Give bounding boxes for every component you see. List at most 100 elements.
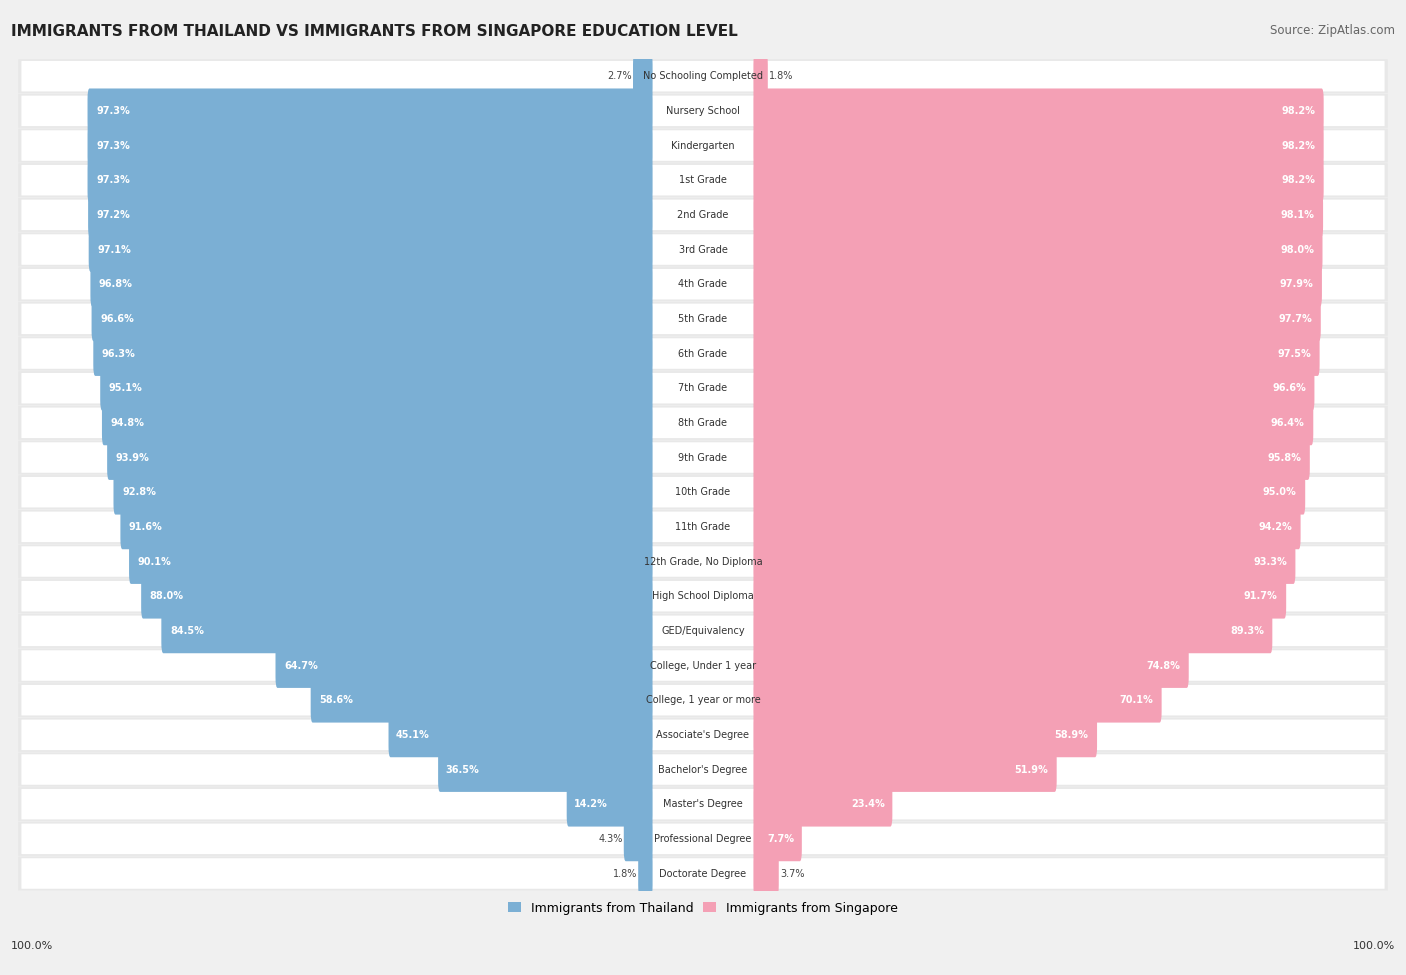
FancyBboxPatch shape	[21, 443, 1385, 473]
Text: 93.9%: 93.9%	[115, 452, 149, 462]
Text: No Schooling Completed: No Schooling Completed	[643, 71, 763, 81]
FancyBboxPatch shape	[121, 504, 652, 549]
FancyBboxPatch shape	[311, 678, 652, 722]
FancyBboxPatch shape	[754, 504, 1301, 549]
Text: 70.1%: 70.1%	[1119, 695, 1153, 705]
Text: High School Diploma: High School Diploma	[652, 591, 754, 602]
Text: 98.2%: 98.2%	[1281, 106, 1315, 116]
Text: 10th Grade: 10th Grade	[675, 488, 731, 497]
FancyBboxPatch shape	[21, 269, 1385, 299]
FancyBboxPatch shape	[754, 539, 1295, 584]
FancyBboxPatch shape	[18, 475, 1388, 509]
Text: 98.0%: 98.0%	[1279, 245, 1315, 254]
Text: 90.1%: 90.1%	[138, 557, 172, 566]
Text: 7.7%: 7.7%	[768, 834, 794, 843]
Text: 58.6%: 58.6%	[319, 695, 353, 705]
FancyBboxPatch shape	[18, 822, 1388, 856]
Text: 5th Grade: 5th Grade	[679, 314, 727, 324]
Text: 12th Grade, No Diploma: 12th Grade, No Diploma	[644, 557, 762, 566]
Text: Doctorate Degree: Doctorate Degree	[659, 869, 747, 878]
FancyBboxPatch shape	[754, 262, 1322, 306]
FancyBboxPatch shape	[754, 296, 1320, 341]
FancyBboxPatch shape	[754, 608, 1272, 653]
FancyBboxPatch shape	[21, 755, 1385, 785]
Text: 100.0%: 100.0%	[11, 941, 53, 951]
FancyBboxPatch shape	[103, 401, 652, 446]
FancyBboxPatch shape	[18, 648, 1388, 682]
Text: 97.7%: 97.7%	[1278, 314, 1312, 324]
FancyBboxPatch shape	[18, 59, 1388, 94]
FancyBboxPatch shape	[276, 644, 652, 688]
FancyBboxPatch shape	[21, 408, 1385, 438]
FancyBboxPatch shape	[21, 477, 1385, 507]
FancyBboxPatch shape	[18, 510, 1388, 544]
FancyBboxPatch shape	[18, 163, 1388, 197]
Text: 58.9%: 58.9%	[1054, 730, 1088, 740]
Text: Associate's Degree: Associate's Degree	[657, 730, 749, 740]
Text: 97.9%: 97.9%	[1279, 279, 1313, 290]
FancyBboxPatch shape	[439, 747, 652, 792]
FancyBboxPatch shape	[21, 512, 1385, 542]
FancyBboxPatch shape	[141, 574, 652, 618]
Text: 84.5%: 84.5%	[170, 626, 204, 636]
Text: 98.1%: 98.1%	[1281, 210, 1315, 220]
Text: 91.7%: 91.7%	[1244, 591, 1278, 602]
Text: 97.3%: 97.3%	[96, 176, 129, 185]
FancyBboxPatch shape	[754, 54, 768, 98]
Text: 8th Grade: 8th Grade	[679, 418, 727, 428]
Text: 2nd Grade: 2nd Grade	[678, 210, 728, 220]
FancyBboxPatch shape	[754, 332, 1320, 376]
FancyBboxPatch shape	[18, 267, 1388, 301]
Text: College, Under 1 year: College, Under 1 year	[650, 660, 756, 671]
Text: Professional Degree: Professional Degree	[654, 834, 752, 843]
Text: 95.0%: 95.0%	[1263, 488, 1296, 497]
FancyBboxPatch shape	[21, 61, 1385, 92]
Text: 97.5%: 97.5%	[1277, 348, 1310, 359]
Text: 98.2%: 98.2%	[1281, 176, 1315, 185]
FancyBboxPatch shape	[18, 683, 1388, 718]
Text: 45.1%: 45.1%	[395, 730, 429, 740]
FancyBboxPatch shape	[754, 89, 1323, 134]
FancyBboxPatch shape	[21, 720, 1385, 750]
FancyBboxPatch shape	[754, 470, 1305, 515]
Text: 96.8%: 96.8%	[98, 279, 132, 290]
FancyBboxPatch shape	[18, 198, 1388, 232]
FancyBboxPatch shape	[18, 371, 1388, 406]
FancyBboxPatch shape	[754, 158, 1323, 203]
Text: 3rd Grade: 3rd Grade	[679, 245, 727, 254]
FancyBboxPatch shape	[87, 123, 652, 168]
FancyBboxPatch shape	[18, 787, 1388, 821]
Text: 89.3%: 89.3%	[1230, 626, 1264, 636]
FancyBboxPatch shape	[21, 615, 1385, 646]
FancyBboxPatch shape	[754, 747, 1057, 792]
FancyBboxPatch shape	[18, 336, 1388, 370]
FancyBboxPatch shape	[21, 338, 1385, 369]
Text: 96.6%: 96.6%	[100, 314, 134, 324]
Text: 98.2%: 98.2%	[1281, 140, 1315, 150]
Text: 23.4%: 23.4%	[852, 800, 886, 809]
Text: 95.1%: 95.1%	[108, 383, 142, 393]
Text: 88.0%: 88.0%	[149, 591, 184, 602]
FancyBboxPatch shape	[18, 544, 1388, 578]
FancyBboxPatch shape	[754, 435, 1310, 480]
FancyBboxPatch shape	[21, 96, 1385, 126]
FancyBboxPatch shape	[754, 816, 801, 861]
FancyBboxPatch shape	[754, 227, 1323, 272]
FancyBboxPatch shape	[633, 54, 652, 98]
Text: Kindergarten: Kindergarten	[671, 140, 735, 150]
Text: 94.8%: 94.8%	[111, 418, 145, 428]
FancyBboxPatch shape	[87, 158, 652, 203]
FancyBboxPatch shape	[21, 824, 1385, 854]
FancyBboxPatch shape	[18, 579, 1388, 613]
Text: 6th Grade: 6th Grade	[679, 348, 727, 359]
FancyBboxPatch shape	[114, 470, 652, 515]
FancyBboxPatch shape	[162, 608, 652, 653]
Text: 11th Grade: 11th Grade	[675, 522, 731, 531]
FancyBboxPatch shape	[754, 123, 1323, 168]
FancyBboxPatch shape	[21, 131, 1385, 161]
Legend: Immigrants from Thailand, Immigrants from Singapore: Immigrants from Thailand, Immigrants fro…	[503, 897, 903, 919]
FancyBboxPatch shape	[638, 851, 652, 896]
FancyBboxPatch shape	[754, 644, 1188, 688]
FancyBboxPatch shape	[18, 753, 1388, 787]
FancyBboxPatch shape	[754, 192, 1323, 237]
